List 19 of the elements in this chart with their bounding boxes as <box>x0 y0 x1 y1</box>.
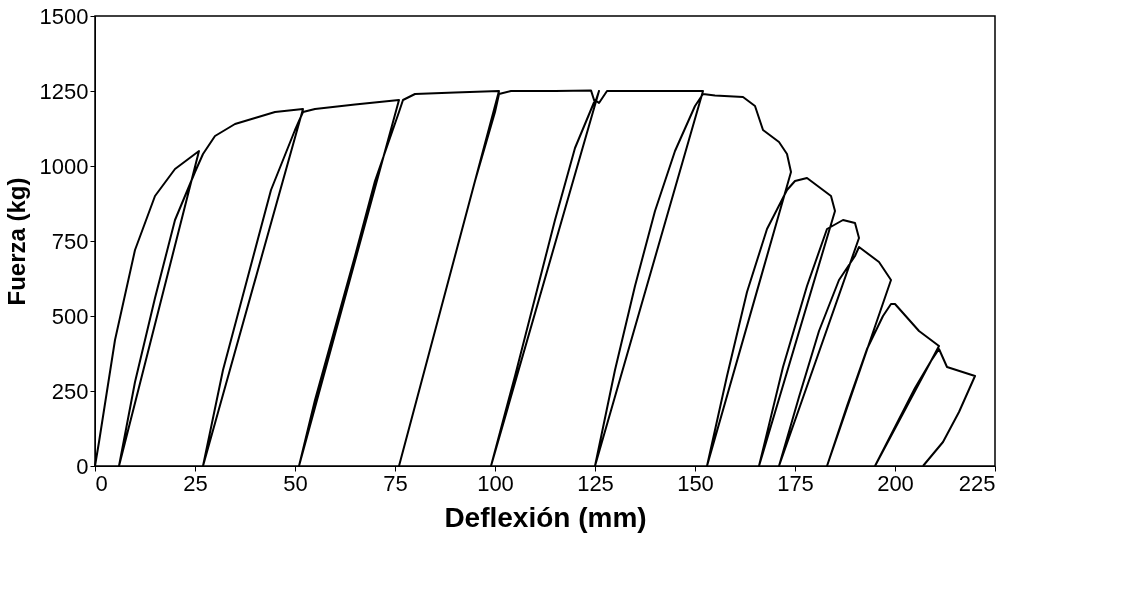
x-tick-label: 75 <box>383 470 408 496</box>
x-tick-label: 125 <box>577 470 614 496</box>
x-tick-label: 175 <box>777 470 814 496</box>
y-axis-title: Fuerza (kg) <box>2 177 30 306</box>
y-tick-label: 250 <box>51 378 89 404</box>
x-tick-label: 50 <box>283 470 308 496</box>
y-tick-label: 0 <box>76 453 89 479</box>
y-tick-label: 1250 <box>39 78 89 104</box>
x-tick-label: 25 <box>183 470 208 496</box>
x-tick-label: 150 <box>677 470 714 496</box>
y-tick-label: 1000 <box>39 153 89 179</box>
y-tick-label: 1500 <box>39 3 89 29</box>
x-tick-label: 225 <box>958 470 996 496</box>
x-tick-label: 0 <box>95 470 108 496</box>
y-tick-label: 500 <box>51 303 89 329</box>
y-tick-label: 750 <box>51 228 89 254</box>
x-tick-label: 200 <box>877 470 914 496</box>
x-tick-label: 100 <box>477 470 514 496</box>
x-axis-title: Deflexión (mm) <box>444 501 647 533</box>
